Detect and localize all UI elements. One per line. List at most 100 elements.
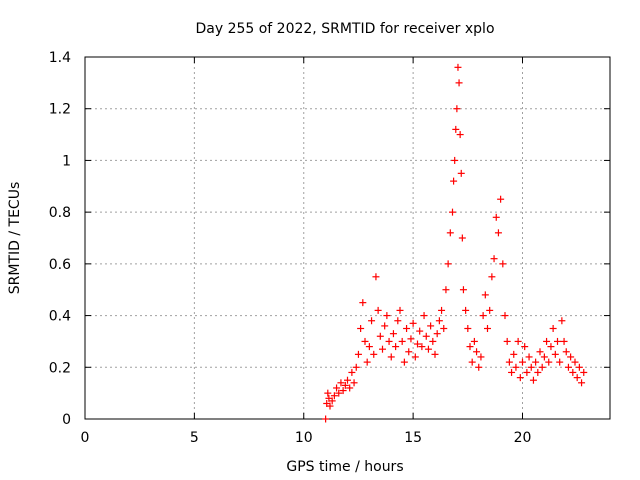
data-point bbox=[466, 343, 474, 351]
x-axis-label: GPS time / hours bbox=[286, 459, 403, 475]
data-point bbox=[409, 319, 417, 327]
data-point bbox=[328, 397, 336, 405]
data-point bbox=[335, 389, 343, 397]
data-point bbox=[490, 255, 498, 263]
data-point bbox=[422, 332, 430, 340]
data-point bbox=[549, 325, 557, 332]
data-point bbox=[431, 350, 439, 358]
data-point bbox=[575, 363, 583, 371]
data-point bbox=[578, 379, 586, 387]
data-point bbox=[352, 363, 360, 371]
data-point bbox=[534, 368, 542, 376]
data-point bbox=[363, 358, 371, 366]
data-point bbox=[538, 363, 546, 371]
data-point bbox=[540, 353, 548, 361]
data-point bbox=[494, 229, 502, 237]
data-point bbox=[444, 260, 452, 268]
data-point bbox=[435, 317, 443, 325]
data-point bbox=[564, 363, 572, 371]
data-point bbox=[341, 381, 349, 389]
y-tick-label: 0.6 bbox=[49, 257, 71, 273]
data-point bbox=[508, 368, 516, 376]
data-point bbox=[560, 337, 568, 345]
data-point bbox=[372, 273, 380, 281]
data-point bbox=[492, 213, 500, 221]
data-point bbox=[525, 353, 533, 361]
data-point bbox=[416, 327, 424, 335]
y-axis-label: SRMTID / TECUs bbox=[7, 182, 23, 295]
data-point bbox=[510, 350, 518, 358]
data-point bbox=[453, 105, 461, 113]
data-point bbox=[558, 317, 566, 325]
data-point bbox=[556, 358, 564, 366]
data-point bbox=[359, 299, 367, 307]
y-tick-label: 1.2 bbox=[49, 102, 71, 118]
data-point bbox=[545, 358, 553, 366]
data-point bbox=[571, 358, 579, 366]
data-point bbox=[475, 363, 483, 371]
data-point bbox=[459, 286, 467, 294]
data-point bbox=[420, 312, 428, 320]
ticks: 0 5 10 15 20 0 0.2 0.4 0.6 0.8 1 1.2 1.4 bbox=[49, 50, 610, 446]
data-point bbox=[573, 374, 581, 382]
data-point bbox=[464, 325, 472, 332]
data-point bbox=[519, 358, 526, 366]
data-point bbox=[346, 384, 354, 392]
data-point bbox=[569, 368, 577, 376]
data-point bbox=[350, 379, 358, 387]
data-point bbox=[503, 337, 511, 345]
data-point bbox=[446, 229, 454, 237]
data-point bbox=[385, 337, 393, 345]
data-point bbox=[543, 337, 551, 345]
data-point bbox=[429, 337, 437, 345]
data-point bbox=[383, 312, 391, 320]
data-point bbox=[389, 330, 397, 338]
data-point bbox=[452, 125, 460, 133]
data-point bbox=[527, 363, 535, 371]
data-point bbox=[580, 368, 588, 376]
data-point bbox=[339, 387, 347, 395]
data-point bbox=[488, 273, 496, 281]
data-points bbox=[322, 63, 588, 423]
data-point bbox=[326, 402, 334, 410]
data-point bbox=[418, 343, 426, 351]
data-point bbox=[405, 348, 413, 356]
data-point bbox=[411, 353, 419, 361]
data-point bbox=[457, 169, 465, 177]
data-point bbox=[450, 177, 458, 185]
data-point bbox=[424, 345, 432, 353]
data-point bbox=[454, 63, 462, 71]
data-point bbox=[330, 392, 338, 400]
data-point bbox=[470, 337, 478, 345]
data-point bbox=[562, 348, 570, 356]
data-point bbox=[567, 353, 575, 361]
data-point bbox=[440, 325, 448, 332]
data-point bbox=[344, 376, 351, 384]
data-point bbox=[477, 353, 485, 361]
data-point bbox=[516, 374, 524, 382]
data-point bbox=[357, 325, 365, 332]
data-point bbox=[501, 312, 509, 320]
data-point bbox=[379, 345, 386, 353]
data-point bbox=[512, 363, 520, 371]
data-point bbox=[484, 325, 491, 332]
data-point bbox=[387, 353, 395, 361]
data-point bbox=[361, 337, 369, 345]
data-point bbox=[398, 337, 406, 345]
data-point bbox=[456, 131, 464, 139]
data-point bbox=[497, 195, 505, 203]
data-point bbox=[473, 348, 481, 356]
data-point bbox=[547, 343, 555, 351]
data-point bbox=[458, 234, 466, 242]
data-point bbox=[551, 350, 559, 358]
data-point bbox=[536, 348, 544, 356]
data-point bbox=[324, 389, 332, 397]
x-tick-label: 20 bbox=[514, 430, 532, 446]
data-point bbox=[368, 317, 376, 325]
data-point bbox=[521, 343, 529, 351]
data-point bbox=[481, 291, 489, 299]
y-tick-label: 0 bbox=[62, 412, 71, 428]
y-tick-label: 0.2 bbox=[49, 360, 71, 376]
data-point bbox=[381, 322, 389, 330]
